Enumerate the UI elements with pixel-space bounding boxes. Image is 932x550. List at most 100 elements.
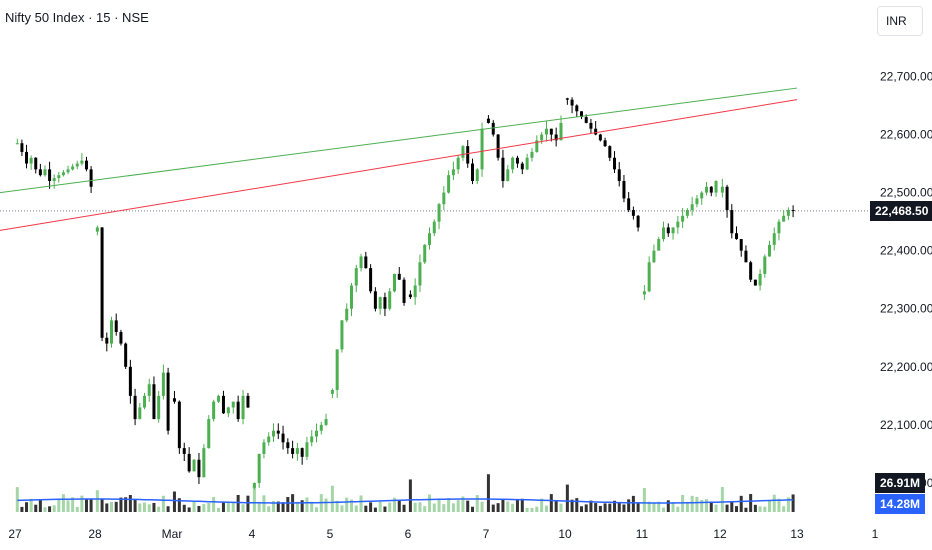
- candle-body: [319, 424, 323, 431]
- volume-moving-average-line: [17, 498, 794, 504]
- time-tick-label: 1: [872, 527, 879, 541]
- volume-bar: [152, 502, 156, 512]
- candle-body: [506, 169, 510, 181]
- volume-bar: [236, 494, 240, 512]
- candle-body: [124, 343, 128, 367]
- volume-bar: [166, 506, 170, 512]
- volume-bar: [636, 502, 640, 512]
- volume-bar: [182, 504, 186, 512]
- volume-bar: [147, 504, 151, 512]
- volume-bar: [52, 505, 56, 512]
- candle-body: [262, 442, 266, 454]
- volume-bar: [95, 490, 99, 512]
- volume-bar: [594, 503, 598, 512]
- candle-body: [95, 227, 99, 232]
- candle-body: [373, 291, 377, 309]
- volume-bar: [617, 502, 621, 512]
- candle-body: [187, 453, 191, 472]
- candle-body: [725, 186, 729, 211]
- candle-body: [676, 221, 680, 228]
- volume-bar: [359, 495, 363, 512]
- volume-bar: [276, 501, 280, 512]
- candle-body: [177, 401, 181, 449]
- volume-bar: [89, 498, 93, 512]
- volume-bar: [217, 507, 221, 512]
- volume-bar: [700, 499, 704, 512]
- volume-bar: [15, 487, 19, 512]
- currency-button[interactable]: INR: [877, 6, 923, 36]
- volume-bar: [442, 504, 446, 512]
- candle-body: [369, 268, 373, 292]
- candle-body: [451, 169, 455, 176]
- candle-body: [314, 430, 318, 437]
- candle-body: [212, 401, 216, 420]
- volume-bar: [782, 506, 786, 512]
- candle-body: [402, 279, 406, 303]
- volume-bar: [631, 495, 635, 512]
- candle-body: [442, 192, 446, 205]
- candle-body: [432, 221, 436, 234]
- volume-bar: [461, 496, 465, 512]
- candle-body: [491, 122, 495, 135]
- volume-bar: [575, 498, 579, 512]
- candle-body: [617, 169, 621, 181]
- candle-body: [700, 192, 704, 199]
- candle-body: [143, 395, 147, 408]
- volume-bar: [480, 501, 484, 512]
- volume-bar: [172, 491, 176, 512]
- volume-bar: [554, 500, 558, 512]
- volume-bar: [570, 499, 574, 512]
- candle-body: [594, 128, 598, 135]
- volume-bar: [105, 503, 109, 512]
- candle-body: [133, 395, 137, 420]
- candle-body: [559, 122, 563, 141]
- candle-body: [354, 268, 358, 286]
- candle-body: [704, 186, 708, 193]
- trendlines[interactable]: [0, 87, 798, 231]
- volume-bar: [369, 502, 373, 512]
- volume-bar: [657, 501, 661, 512]
- volume-bar: [310, 501, 314, 512]
- candle-body: [61, 172, 65, 176]
- trendline-upper[interactable]: [0, 87, 798, 194]
- candle-body: [236, 401, 240, 420]
- volume-bar: [447, 498, 451, 512]
- time-axis[interactable]: 27 28 Mar 4 5 6 7 10 11 12 13 1: [8, 527, 878, 541]
- volume-bar: [61, 494, 65, 512]
- volume-bar: [622, 504, 626, 512]
- last-price-tag: 22,468.50: [870, 200, 932, 221]
- volume-bar: [192, 500, 196, 512]
- price-axis[interactable]: 22,700.00 22,600.00 22,500.00 22,400.00 22,3…: [880, 69, 932, 490]
- volume-bar: [43, 507, 47, 512]
- candle-body: [52, 178, 56, 181]
- volume-bar: [286, 496, 290, 512]
- candle-body: [496, 134, 500, 158]
- candle-body: [207, 419, 211, 449]
- candle-body: [720, 186, 724, 193]
- price-tick-label: 22,600.00: [880, 128, 932, 142]
- volume-bar: [791, 494, 795, 512]
- volume-bar: [392, 497, 396, 512]
- candle-body: [246, 395, 250, 408]
- volume-bar: [720, 487, 724, 512]
- price-tick-label: 22,200.00: [880, 360, 932, 374]
- volume-bar: [84, 499, 88, 512]
- candle-body: [340, 320, 344, 350]
- candle-body: [661, 227, 665, 240]
- candle-body: [642, 291, 646, 295]
- candle-body: [565, 98, 569, 100]
- volume-bar: [709, 502, 713, 512]
- volume-bar: [161, 495, 165, 512]
- trendline-lower[interactable]: [0, 99, 798, 231]
- volume-bar: [603, 503, 607, 512]
- candle-body: [257, 453, 261, 483]
- candle-body: [753, 279, 757, 286]
- candle-body: [480, 128, 484, 170]
- symbol-title: Nifty 50 Index · 15 · NSE: [5, 10, 149, 25]
- candle-body: [217, 395, 221, 402]
- volume-bar: [432, 503, 436, 512]
- volume-bar: [427, 494, 431, 512]
- volume-bar: [768, 500, 772, 512]
- price-tick-label: 22,100.00: [880, 418, 932, 432]
